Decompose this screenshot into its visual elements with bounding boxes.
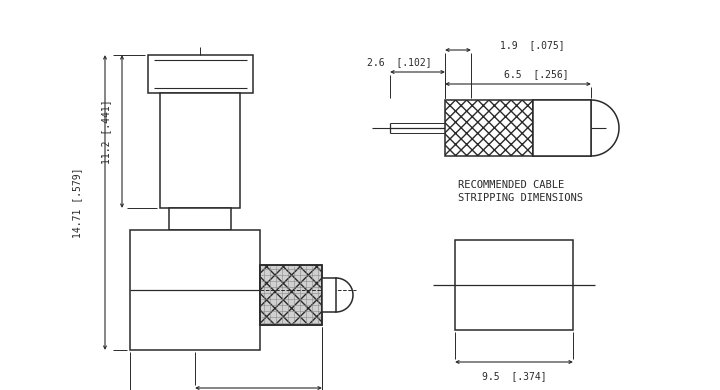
Bar: [260, 265, 322, 325]
Text: 6.5  [.256]: 6.5 [.256]: [504, 69, 568, 79]
Text: 9.5  [.374]: 9.5 [.374]: [482, 371, 546, 381]
Text: 1.9  [.075]: 1.9 [.075]: [500, 40, 564, 50]
Text: 14.71 [.579]: 14.71 [.579]: [72, 167, 82, 238]
Bar: [160, 93, 240, 208]
Bar: [169, 208, 231, 230]
Bar: [260, 265, 322, 325]
Bar: [148, 55, 253, 93]
Bar: [130, 230, 260, 350]
Text: 11.2 [.441]: 11.2 [.441]: [101, 99, 111, 164]
Text: 2.6  [.102]: 2.6 [.102]: [367, 57, 432, 67]
Bar: [455, 240, 573, 330]
Bar: [533, 100, 591, 156]
Bar: [322, 278, 336, 312]
Bar: [533, 100, 591, 156]
Text: RECOMMENDED CABLE: RECOMMENDED CABLE: [458, 180, 564, 190]
Text: STRIPPING DIMENSIONS: STRIPPING DIMENSIONS: [458, 193, 583, 203]
Bar: [445, 100, 533, 156]
